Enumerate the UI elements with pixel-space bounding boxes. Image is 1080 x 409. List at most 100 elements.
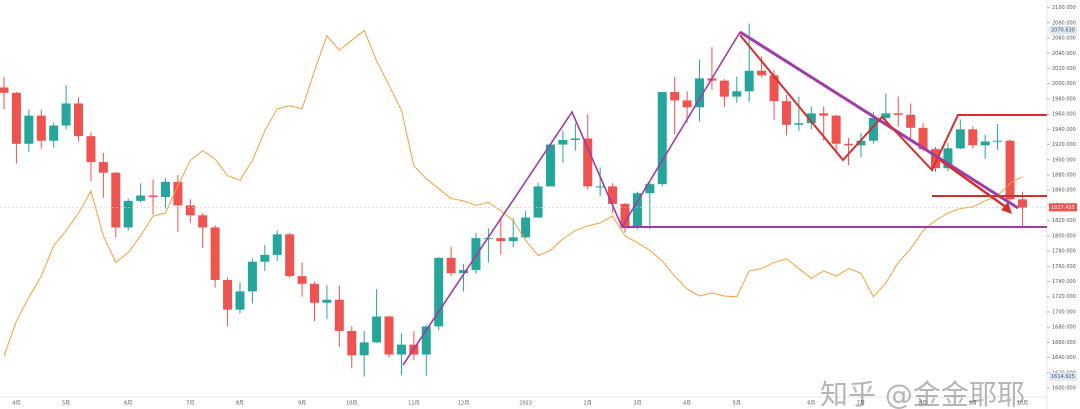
y-tick-label: 1780.000: [1052, 249, 1076, 255]
candle-body: [61, 103, 71, 126]
candle-body: [1005, 140, 1015, 200]
candle-body: [931, 149, 940, 169]
candle-body: [0, 87, 9, 93]
y-tick-label: 1900.000: [1052, 157, 1076, 163]
y-tick-label: 1820.000: [1052, 218, 1076, 224]
candle-body: [868, 117, 878, 141]
candle-body: [955, 129, 965, 149]
candle-body: [794, 123, 804, 125]
x-tick-label: 7月: [186, 401, 194, 407]
candle-body: [86, 136, 96, 163]
candle-body: [123, 200, 133, 228]
red-arrow: [939, 158, 1011, 212]
candle-body: [831, 115, 841, 144]
candle-body: [148, 195, 158, 198]
x-tick-label: 12月: [458, 401, 469, 407]
red-pattern: [739, 34, 1047, 172]
candle-body: [384, 316, 394, 355]
candle-body: [471, 238, 481, 271]
y-tick-label: 1660.000: [1052, 340, 1076, 346]
candle-body: [160, 181, 170, 198]
candle-body: [235, 291, 245, 310]
candle-body: [185, 205, 195, 216]
candle-body: [36, 115, 46, 141]
candle-body: [446, 257, 456, 274]
candle-body: [483, 238, 493, 240]
x-tick-label: 4月: [683, 401, 691, 407]
candle-body: [769, 75, 779, 102]
plot-area: [0, 23, 1047, 377]
candle-body: [781, 101, 791, 125]
y-tick-label: 2080.000: [1052, 20, 1076, 26]
candle-body: [608, 186, 618, 204]
x-tick-label: 11月: [408, 401, 419, 407]
y-tick-label: 2060.000: [1052, 36, 1076, 42]
candle-body: [682, 100, 692, 108]
red-arrow-head: [1001, 202, 1012, 214]
candle-body: [24, 115, 34, 144]
candle-body: [173, 181, 183, 206]
y-tick-label: 2100.000: [1052, 5, 1076, 11]
candle-body: [670, 92, 680, 101]
y-tick-label: 1700.000: [1052, 309, 1076, 315]
candle-body: [744, 70, 754, 92]
candle-body: [583, 138, 593, 187]
candle-body: [247, 261, 257, 292]
y-tick-label: 1980.000: [1052, 96, 1076, 102]
drawings: [402, 30, 1047, 366]
y-tick-label: 1760.000: [1052, 264, 1076, 270]
candle-body: [521, 217, 531, 238]
y-tick-label: 2000.000: [1052, 81, 1076, 87]
candle-body: [508, 237, 518, 242]
candle-body: [732, 91, 742, 97]
x-tick-label: 6月: [807, 401, 815, 407]
candle-body: [359, 342, 369, 356]
candle-body: [906, 114, 916, 128]
candle-body: [645, 184, 655, 194]
x-tick-label: 10月: [346, 401, 357, 407]
x-tick-label: 3月: [633, 401, 641, 407]
y-tick-label: 1740.000: [1052, 279, 1076, 285]
candle-body: [74, 103, 84, 137]
price-label-box: [1049, 203, 1077, 212]
candle-body: [334, 299, 344, 331]
candle-body: [893, 113, 903, 115]
candle-body: [943, 148, 953, 169]
candle-body: [533, 186, 543, 218]
candle-body: [856, 140, 866, 146]
candle-body: [421, 326, 431, 355]
x-tick-label: 10月: [1017, 401, 1028, 407]
x-tick-label: 9月: [298, 401, 306, 407]
candle-body: [396, 344, 406, 355]
candle-body: [434, 257, 444, 327]
overlay-line: [3, 29, 1023, 357]
candle-body: [620, 203, 630, 228]
candle-body: [819, 113, 829, 116]
candle-body: [806, 113, 816, 124]
price-label: 2070.630: [1051, 27, 1075, 33]
y-tick-label: 1940.000: [1052, 127, 1076, 133]
price-label: 1614.925: [1051, 374, 1075, 380]
watermark: 知乎 @金金耶耶: [820, 378, 1025, 409]
candle-body: [570, 138, 580, 140]
x-tick-label: 5月: [733, 401, 741, 407]
candle-body: [297, 276, 307, 284]
y-tick-label: 1920.000: [1052, 142, 1076, 148]
y-tick-label: 1720.000: [1052, 294, 1076, 300]
candle-body: [695, 78, 705, 108]
candle-body: [595, 186, 605, 188]
candle-body: [210, 227, 220, 280]
y-tick-label: 1860.000: [1052, 188, 1076, 194]
y-tick-label: 2020.000: [1052, 66, 1076, 72]
price-label-box: [1049, 372, 1077, 381]
y-tick-label: 1600.000: [1052, 386, 1076, 392]
candle-body: [310, 283, 319, 303]
price-label: 1837.455: [1051, 205, 1075, 211]
candle-body: [757, 70, 767, 76]
candle-body: [260, 254, 270, 262]
candle-body: [980, 141, 990, 146]
candle-body: [49, 125, 59, 141]
x-tick-label: 6月: [124, 401, 132, 407]
candle-body: [496, 238, 506, 242]
